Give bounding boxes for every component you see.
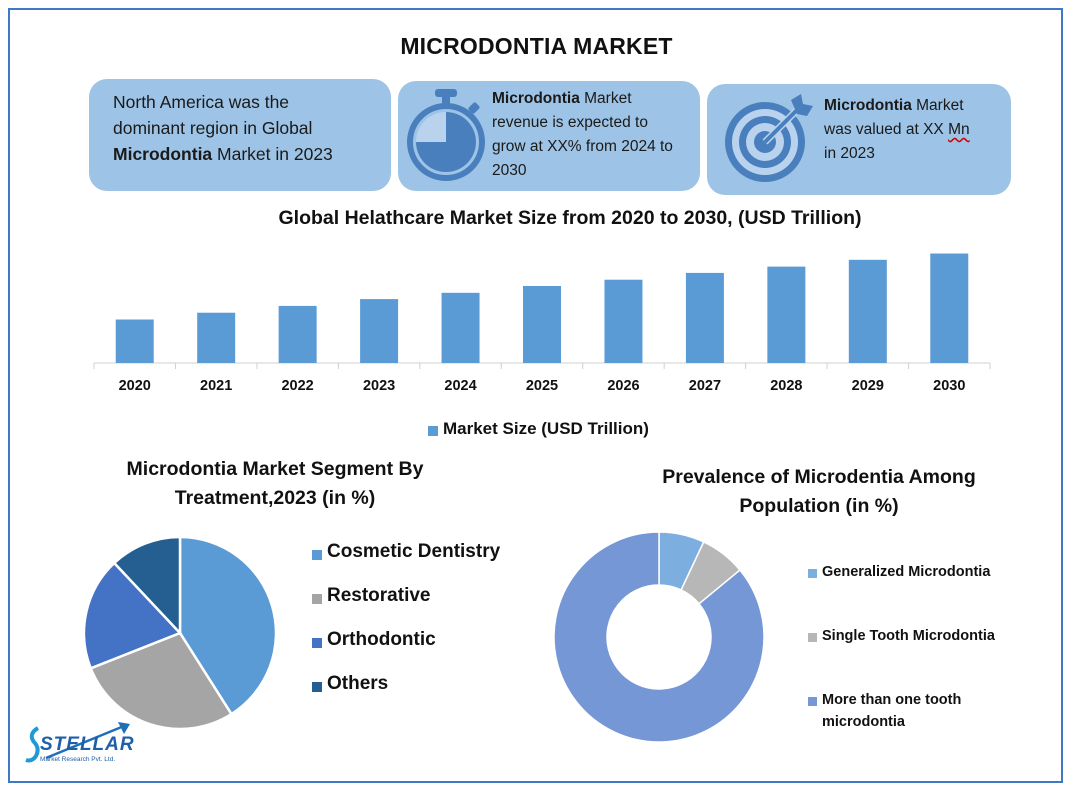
value-bold: Microdontia [824, 97, 912, 114]
pie-legend-label: Cosmetic Dentistry [327, 541, 501, 562]
donut-legend-swatch [808, 697, 817, 706]
pie-chart-title: Microdontia Market Segment By Treatment,… [95, 455, 455, 513]
value-line-1: Market [911, 97, 964, 114]
donut-legend-label: microdontia [822, 714, 905, 730]
bar-legend-swatch [428, 426, 438, 436]
bar-2030 [930, 253, 969, 363]
value-card: Microdontia Market was valued at XX Mn i… [707, 84, 1011, 195]
infographic-frame [8, 8, 1063, 783]
growth-card-text: Microdontia Market revenue is expected t… [492, 87, 698, 183]
bar-2023 [360, 299, 399, 363]
pie-legend-label: Others [327, 673, 389, 694]
pie-legend-swatch [312, 682, 322, 692]
bar-x-tick-label: 2030 [933, 378, 966, 394]
bar-2027 [685, 272, 724, 363]
growth-card: Microdontia Market revenue is expected t… [398, 81, 700, 191]
pie-legend-swatch [312, 594, 322, 604]
bar-x-tick-label: 2028 [770, 378, 803, 394]
region-card: North America was the dominant region in… [89, 79, 391, 191]
bar-chart-title: Global Helathcare Market Size from 2020 … [278, 207, 862, 229]
growth-bold: Microdontia [492, 90, 580, 107]
page-title: MICRODONTIA MARKET [400, 33, 673, 59]
region-bold: Microdontia [113, 144, 213, 164]
pie-legend-swatch [312, 638, 322, 648]
value-unit: Mn [948, 121, 970, 138]
value-line-2: was valued at XX [824, 121, 949, 138]
donut-legend-label: Single Tooth Microdontia [822, 628, 995, 644]
pie-title-line-1: Microdontia Market Segment By [126, 458, 424, 480]
donut-chart-title: Prevalence of Microdentia Among Populati… [620, 463, 1018, 521]
bar-2029 [848, 259, 887, 363]
donut-legend-swatch [808, 569, 817, 578]
stopwatch-icon [407, 89, 485, 181]
bar-2025 [523, 286, 561, 363]
bar-x-tick-label: 2020 [118, 378, 151, 394]
donut-legend-swatch [808, 633, 817, 642]
bar-legend-label: Market Size (USD Trillion) [443, 419, 649, 438]
growth-line-4: 2030 [492, 162, 527, 179]
region-card-text: North America was the dominant region in… [113, 89, 383, 167]
region-line-1: North America was the [113, 92, 290, 112]
stellar-logo-tagline: Market Research Pvt. Ltd. [40, 756, 116, 763]
value-card-text: Microdontia Market was valued at XX Mn i… [824, 94, 1004, 166]
growth-line-1: Market [579, 90, 632, 107]
pie-legend-label: Orthodontic [327, 629, 436, 650]
bar-x-tick-label: 2026 [607, 378, 640, 394]
pie-title-line-2: Treatment,2023 (in %) [174, 487, 376, 509]
bar-2021 [197, 312, 236, 363]
pie-legend-swatch [312, 550, 322, 560]
donut-legend-label: More than one tooth [822, 692, 962, 708]
growth-line-2: revenue is expected to [492, 114, 648, 131]
bar-x-tick-label: 2021 [200, 378, 233, 394]
bar-x-tick-label: 2027 [688, 378, 722, 394]
bar-2022 [278, 305, 317, 363]
target-icon [725, 94, 813, 182]
stellar-logo-name: STELLAR [40, 734, 135, 755]
bar-x-tick-label: 2029 [851, 378, 884, 394]
bar-x-tick-label: 2024 [444, 378, 477, 394]
bar-x-tick-label: 2022 [281, 378, 314, 394]
bar-chart [93, 253, 991, 369]
bar-x-tick-label: 2023 [362, 378, 396, 394]
value-line-3: in 2023 [824, 145, 875, 162]
bar-x-tick-label: 2025 [525, 378, 559, 394]
pie-legend-label: Restorative [327, 585, 431, 606]
bar-2026 [604, 279, 643, 363]
stellar-logo-mark [25, 722, 130, 763]
bar-2020 [115, 319, 154, 363]
growth-line-3: grow at XX% from 2024 to [492, 138, 673, 155]
donut-title-line-2: Population (in %) [739, 495, 899, 517]
region-line-2: dominant region in Global [113, 118, 313, 138]
bar-2028 [767, 266, 806, 363]
donut-title-line-1: Prevalence of Microdentia Among [662, 466, 976, 488]
bar-2024 [441, 292, 480, 363]
region-line-3: Market in 2023 [212, 144, 333, 164]
donut-legend-label: Generalized Microdontia [822, 564, 991, 580]
